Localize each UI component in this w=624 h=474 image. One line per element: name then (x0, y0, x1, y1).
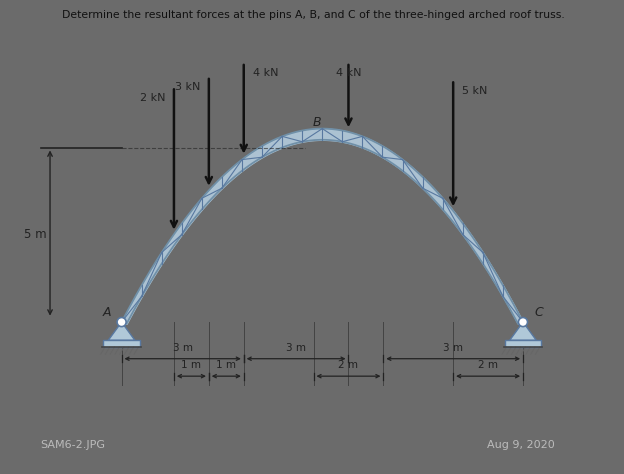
Circle shape (117, 318, 126, 327)
Text: 1 m: 1 m (182, 360, 202, 370)
Text: 3 m: 3 m (443, 343, 463, 353)
Text: 2 m: 2 m (338, 360, 358, 370)
Text: Determine the resultant forces at the pins A, B, and C of the three-hinged arche: Determine the resultant forces at the pi… (62, 10, 565, 20)
Text: 3 m: 3 m (286, 343, 306, 353)
Text: 2 m: 2 m (478, 360, 498, 370)
Text: 2 kN: 2 kN (140, 93, 165, 103)
Text: C: C (534, 306, 543, 319)
Polygon shape (510, 322, 536, 340)
Text: B: B (313, 116, 321, 129)
Text: 1 m: 1 m (217, 360, 236, 370)
Text: SAM6-2.JPG: SAM6-2.JPG (41, 440, 105, 450)
Circle shape (519, 318, 527, 327)
Text: 5 m: 5 m (24, 228, 46, 241)
Bar (505, 339, 541, 347)
Text: 5 kN: 5 kN (462, 86, 487, 96)
Polygon shape (109, 322, 135, 340)
Text: 4 kN: 4 kN (336, 68, 361, 78)
Text: Aug 9, 2020: Aug 9, 2020 (487, 440, 555, 450)
Text: 4 kN: 4 kN (253, 68, 278, 78)
Text: 3 m: 3 m (173, 343, 193, 353)
Text: 3 kN: 3 kN (175, 82, 200, 92)
Text: A: A (103, 306, 111, 319)
Bar (104, 339, 140, 347)
